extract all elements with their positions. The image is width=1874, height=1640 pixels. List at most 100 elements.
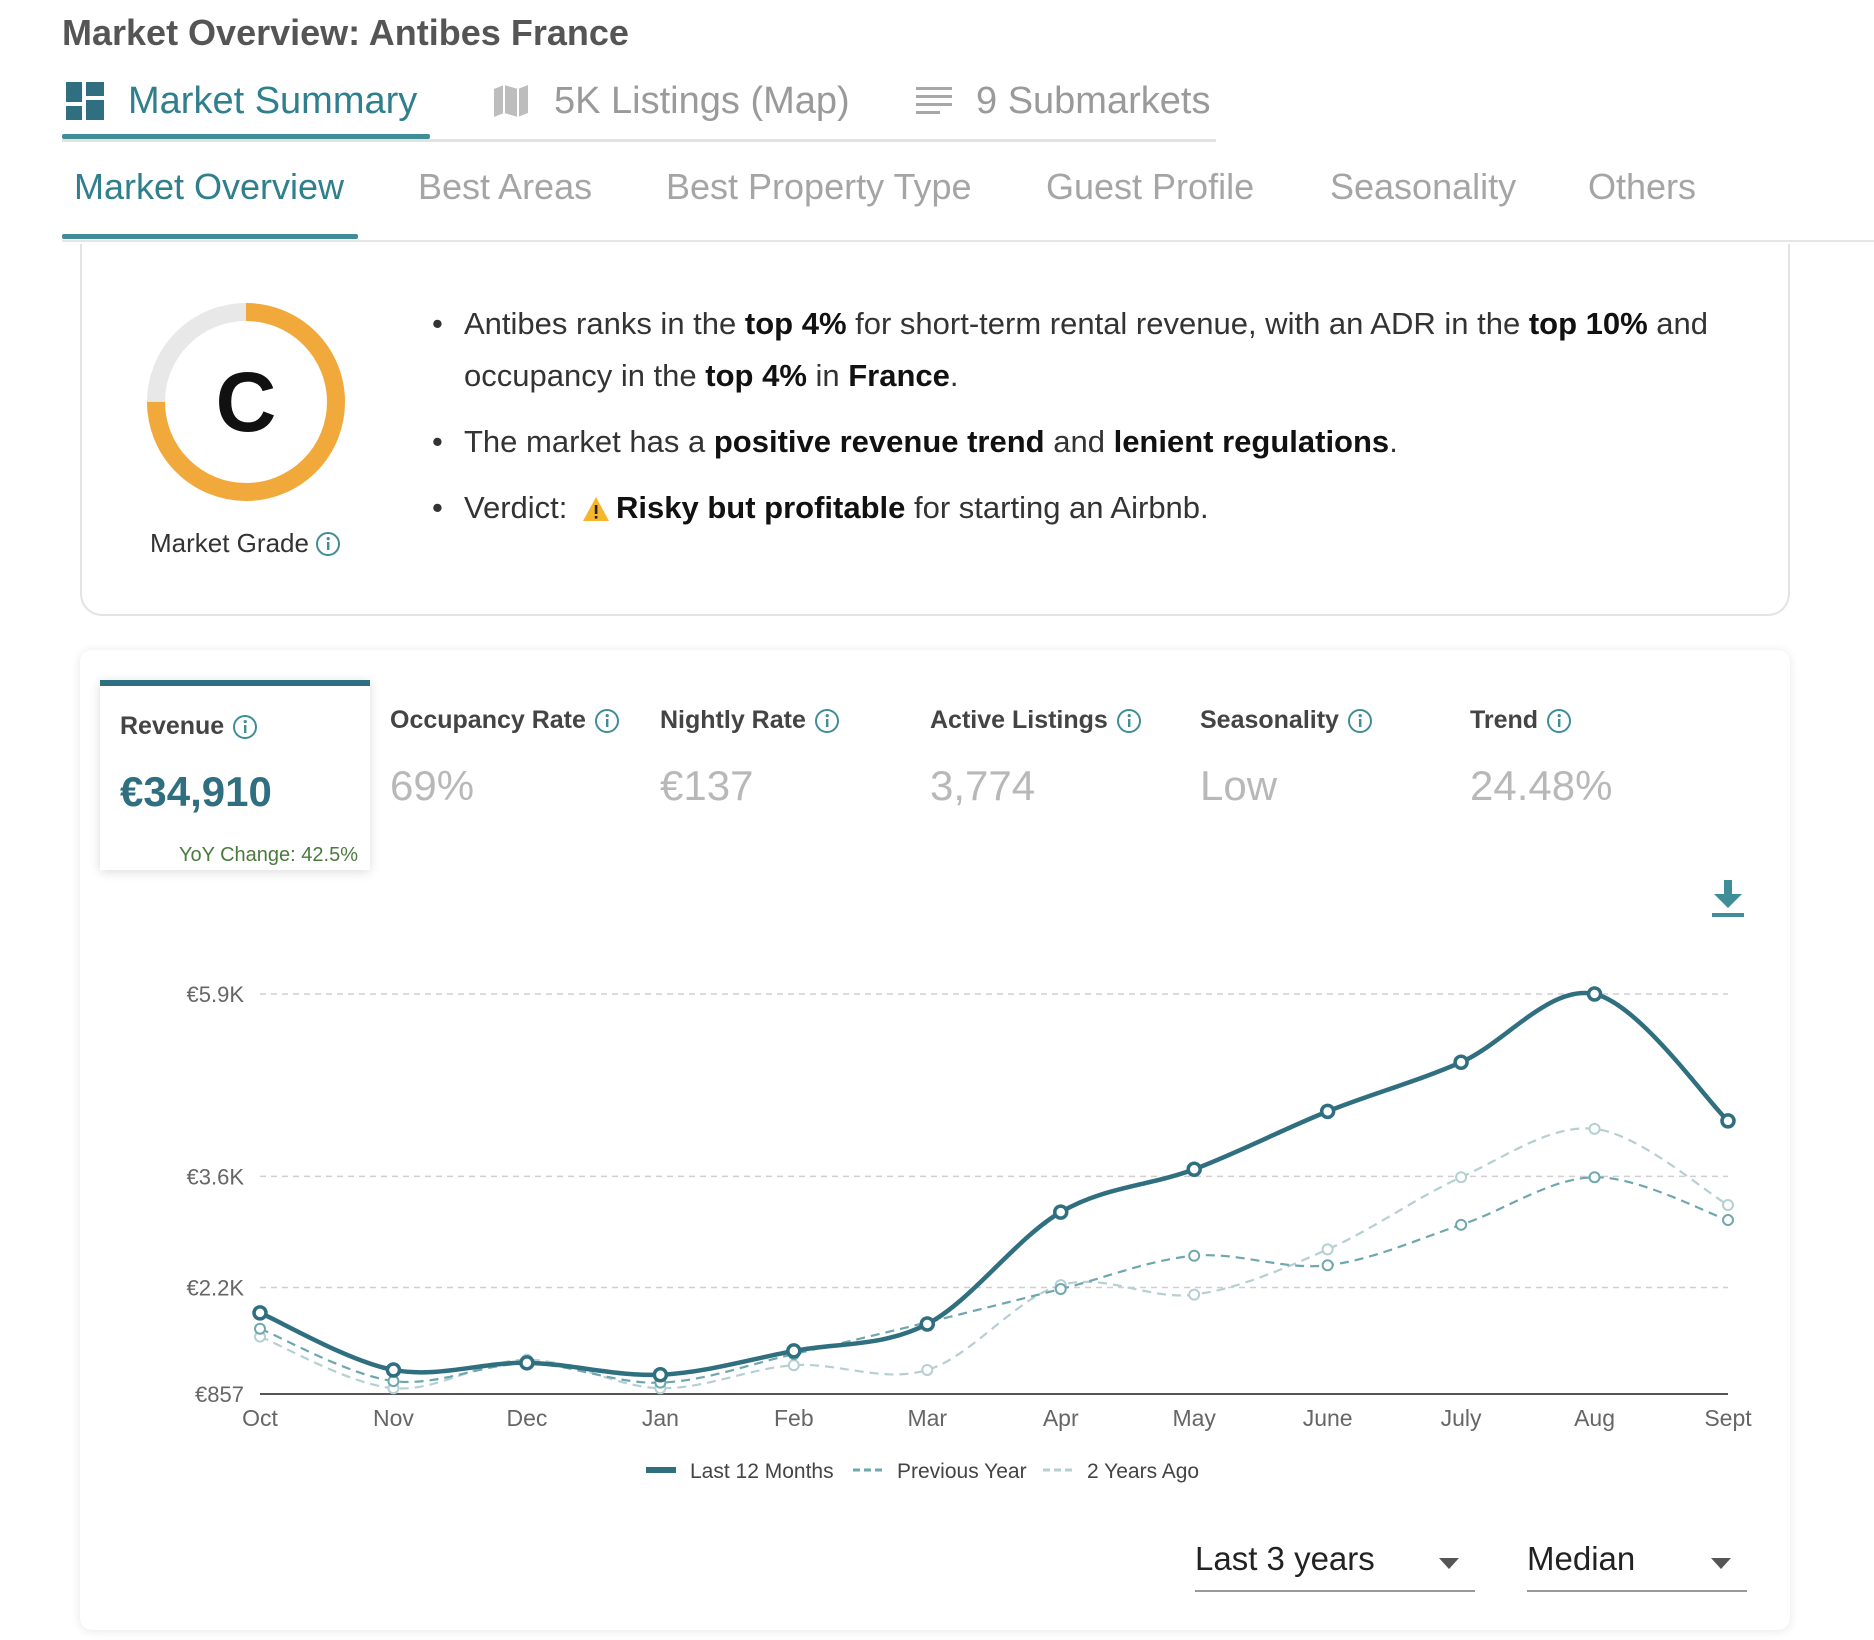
grade-ring-progress [147,303,345,501]
subtab-best-property-type[interactable]: Best Property Type [666,166,972,207]
tab-market-summary-label: Market Summary [128,79,418,122]
grade-letter: C [215,354,277,449]
tab-listings-map[interactable]: 5K Listings (Map) [492,70,850,132]
series-2-years-ago-point[interactable] [1321,1243,1334,1256]
chevron-down-icon [1711,1558,1731,1569]
page-title: Market Overview: Antibes France [62,12,629,53]
x-tick-label: Dec [506,1405,547,1431]
grade-ring [147,303,345,501]
tab-submarkets[interactable]: 9 Submarkets [916,70,1210,132]
metric-revenue[interactable]: Revenue €34,910 YoY Change: 42.5% [100,680,370,870]
metric-seasonality[interactable]: Seasonality Low [1180,680,1450,870]
sub-tabs: Market Overview Best Areas Best Property… [62,142,1874,242]
series-last-12-months-point[interactable] [1186,1161,1202,1178]
legend-label[interactable]: 2 Years Ago [1087,1460,1199,1483]
subtab-best-areas[interactable]: Best Areas [418,166,593,207]
series-2-years-ago-line [259,1127,1729,1390]
series-previous-year-point[interactable] [1054,1283,1067,1296]
series-2-years-ago-point[interactable] [1588,1122,1601,1135]
subtab-market-overview[interactable]: Market Overview [74,166,345,207]
dashboard-icon [66,82,104,120]
tab-submarkets-label: 9 Submarkets [976,79,1211,122]
series-previous-year-point[interactable] [1455,1218,1468,1231]
market-grade-card: C Market Grade Antibes ranks in the top … [80,244,1790,616]
warning-icon [582,486,610,538]
x-tick-label: Aug [1574,1405,1615,1431]
x-tick-label: Sept [1704,1405,1752,1431]
y-tick-label: €857 [195,1382,244,1407]
stat-select-value: Median [1527,1540,1636,1577]
revenue-chart: €857 €2.2K €3.6K €5.9K Oct Nov Dec Jan Feb Mar Apr… [187,982,1753,1483]
series-last-12-months-point[interactable] [252,1305,268,1321]
period-select[interactable]: Last 3 years [1195,1530,1475,1592]
info-icon[interactable] [1347,708,1373,734]
main-tabs: Market Summary 5K Listings (Map) 9 Subma… [62,60,1216,142]
metric-active-listings[interactable]: Active Listings 3,774 [910,680,1180,870]
series-last-12-months-point[interactable] [1052,1204,1069,1220]
y-tick-label: €3.6K [187,1164,245,1189]
series-previous-year-point[interactable] [1188,1249,1201,1262]
metric-trend[interactable]: Trend 24.48% [1450,680,1720,870]
series-last-12-months-point[interactable] [786,1343,802,1359]
y-tick-label: €2.2K [187,1275,245,1300]
x-tick-label: July [1441,1405,1482,1431]
info-icon[interactable] [232,714,258,740]
series-last-12-months-line [259,990,1730,1378]
series-2-years-ago-point[interactable] [1722,1198,1734,1211]
metric-value: 3,774 [930,762,1036,809]
series-previous-year-point[interactable] [1722,1214,1734,1227]
revenue-chart-card: €857 €2.2K €3.6K €5.9K Oct Nov Dec Jan Feb Mar Apr… [80,650,1790,1630]
x-tick-label: Apr [1043,1405,1079,1431]
series-2-years-ago-point[interactable] [921,1363,934,1376]
metric-value: 69% [390,762,475,809]
subtab-guest-profile[interactable]: Guest Profile [1046,166,1255,207]
subtab-others[interactable]: Others [1588,166,1697,207]
series-last-12-months-point[interactable] [385,1362,402,1378]
series-2-years-ago-point[interactable] [1188,1288,1201,1301]
x-tick-label: Nov [373,1405,414,1431]
stat-select[interactable]: Median [1527,1530,1747,1592]
metric-label: Active Listings [930,706,1142,735]
series-2-years-ago-point[interactable] [787,1359,800,1372]
legend-label[interactable]: Last 12 Months [690,1460,834,1483]
sub-tab-underline [62,234,358,239]
info-icon[interactable] [1116,708,1142,734]
metric-label: Nightly Rate [660,706,840,735]
series-last-12-months-point[interactable] [1586,986,1603,1002]
summary-bullet-verdict: Verdict: Risky but profitable for starti… [432,482,1752,538]
info-icon[interactable] [594,708,620,734]
tab-market-summary[interactable]: Market Summary [66,70,417,132]
tab-listings-map-label: 5K Listings (Map) [554,79,850,122]
series-last-12-months-point[interactable] [1453,1054,1469,1070]
metric-occupancy-rate[interactable]: Occupancy Rate 69% [370,680,640,870]
map-icon [492,83,530,119]
x-tick-label: Mar [907,1405,947,1431]
x-tick-label: May [1172,1405,1216,1431]
legend-label[interactable]: Previous Year [897,1460,1027,1483]
series-last-12-months-point[interactable] [1720,1113,1736,1129]
metric-value: €137 [660,762,754,809]
x-tick-label: Jan [642,1405,679,1431]
download-icon[interactable] [1712,880,1744,923]
series-last-12-months-point[interactable] [919,1316,936,1332]
metric-label: Revenue [120,712,258,741]
series-previous-year-line [259,1176,1729,1384]
subtab-seasonality[interactable]: Seasonality [1330,166,1517,207]
y-tick-label: €5.9K [187,982,245,1007]
series-last-12-months-point[interactable] [1319,1103,1336,1120]
main-tab-underline [62,134,430,139]
series-last-12-months-point[interactable] [652,1366,669,1383]
summary-bullet-trend: The market has a positive revenue trend … [432,416,1752,468]
series-previous-year-point[interactable] [1588,1171,1601,1184]
series-2-years-ago-point[interactable] [1455,1171,1468,1184]
series-previous-year-point[interactable] [254,1322,266,1335]
series-last-12-months-point[interactable] [519,1355,535,1371]
grade-label-text: Market Grade [150,528,309,558]
chevron-down-icon [1439,1558,1459,1569]
info-icon[interactable] [1546,708,1572,734]
metric-nightly-rate[interactable]: Nightly Rate €137 [640,680,910,870]
summary-bullet-ranking: Antibes ranks in the top 4% for short-te… [432,298,1752,402]
series-previous-year-point[interactable] [1321,1259,1334,1272]
info-icon[interactable] [814,708,840,734]
info-icon[interactable] [315,531,341,557]
